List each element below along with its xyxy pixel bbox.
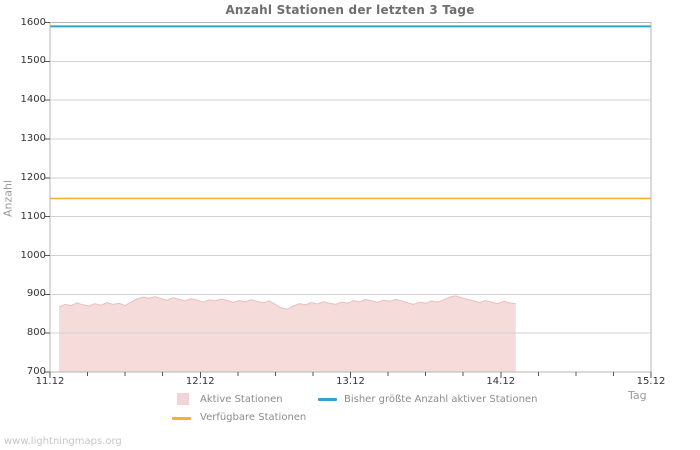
y-tick-label: 1400 — [20, 94, 46, 106]
chart-title: Anzahl Stationen der letzten 3 Tage — [225, 3, 475, 17]
x-tick-label: 11.12 — [35, 376, 65, 387]
legend-swatch-available-stations — [172, 417, 191, 420]
x-tick-label: 15.12 — [636, 376, 666, 387]
legend-label-max-active-stations: Bisher größte Anzahl aktiver Stationen — [344, 394, 538, 405]
x-tick-label: 14.12 — [486, 376, 516, 387]
legend-swatch-active-stations — [177, 393, 189, 405]
y-tick-label: 1500 — [20, 55, 46, 67]
legend-label-active-stations: Aktive Stationen — [200, 394, 283, 405]
watermark: www.lightningmaps.org — [4, 436, 122, 447]
y-tick-label: 1000 — [20, 249, 46, 261]
y-tick-label: 1200 — [20, 171, 46, 183]
x-tick-label: 13.12 — [336, 376, 365, 387]
x-axis-label: Tag — [628, 389, 647, 402]
x-tick-label: 12.12 — [185, 376, 215, 387]
y-tick-label: 1100 — [20, 210, 46, 222]
y-tick-label: 900 — [26, 288, 46, 300]
y-tick-label: 800 — [26, 327, 46, 339]
y-tick-label: 1600 — [20, 16, 46, 28]
y-axis-label: Anzahl — [1, 179, 15, 217]
legend-label-available-stations: Verfügbare Stationen — [200, 412, 307, 423]
y-tick-label: 700 — [26, 366, 46, 377]
y-tick-label: 1300 — [20, 133, 46, 144]
legend-swatch-max-active-stations — [318, 398, 337, 401]
